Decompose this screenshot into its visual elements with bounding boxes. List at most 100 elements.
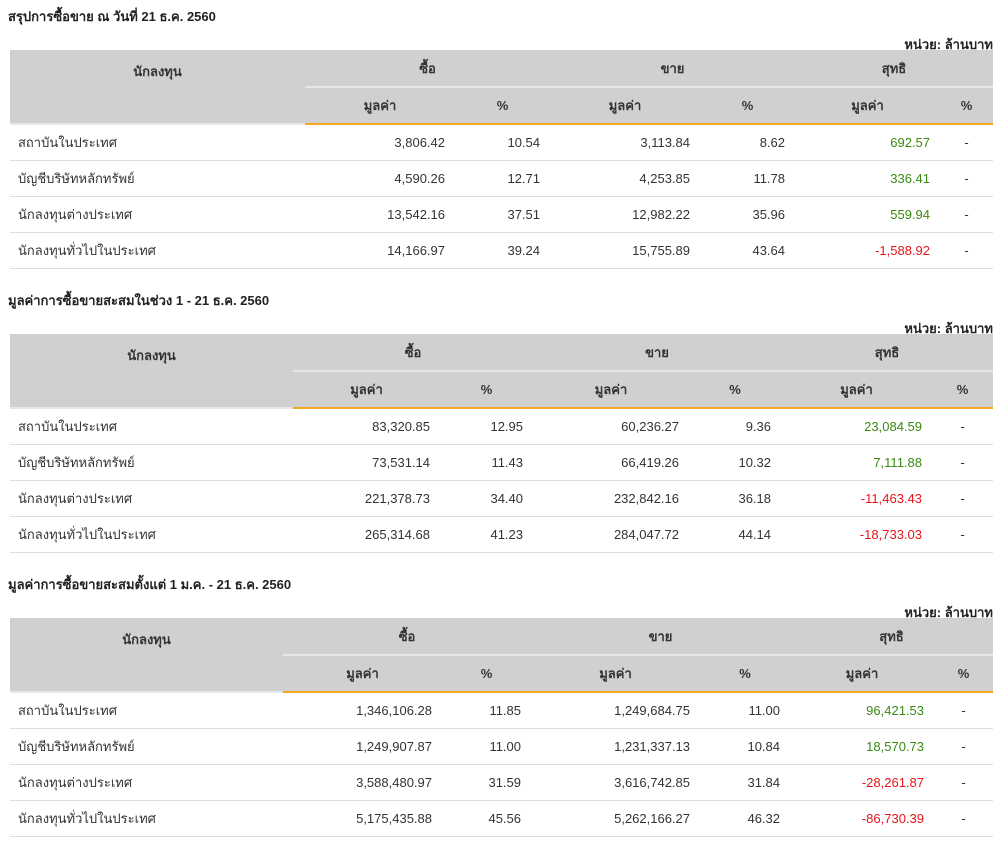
buy-percent: 10.54: [455, 124, 551, 161]
sell-value: 1,231,337.13: [531, 728, 701, 765]
buy-percent: 12.95: [440, 408, 534, 445]
net-percent: -: [934, 764, 994, 801]
value-header: มูลค่า: [293, 371, 440, 409]
header-row: นักลงทุน ซื้อ ขาย สุทธิ: [10, 334, 994, 409]
buy-percent: 39.24: [455, 232, 551, 269]
buy-percent: 37.51: [455, 196, 551, 233]
sell-value: 3,113.84: [550, 124, 701, 161]
sell-percent: 11.78: [700, 160, 796, 197]
value-header: มูลค่า: [781, 371, 933, 409]
investor-name: นักลงทุนต่างประเทศ: [10, 196, 305, 233]
table-row: นักลงทุนทั่วไปในประเทศ 265,314.68 41.23 284…: [10, 516, 994, 553]
value-header: มูลค่า: [795, 87, 941, 125]
sell-header: ขาย: [550, 50, 796, 88]
investor-name: บัญชีบริษัทหลักทรัพย์: [10, 728, 283, 765]
investor-name: นักลงทุนทั่วไปในประเทศ: [10, 232, 305, 269]
buy-percent: 12.71: [455, 160, 551, 197]
value-header: มูลค่า: [790, 655, 935, 693]
unit-label: หน่วย: ล้านบาท: [904, 37, 993, 52]
value-header: มูลค่า: [531, 655, 701, 693]
buy-percent: 11.00: [442, 728, 532, 765]
value-header: มูลค่า: [283, 655, 442, 693]
buy-value: 14,166.97: [305, 232, 455, 269]
net-value: -86,730.39: [790, 800, 935, 837]
investor-name: สถาบันในประเทศ: [10, 124, 305, 161]
investor-name: นักลงทุนทั่วไปในประเทศ: [10, 800, 283, 837]
table-row: บัญชีบริษัทหลักทรัพย์ 4,590.26 12.71 4,253.…: [10, 160, 994, 197]
percent-header: %: [700, 87, 796, 125]
net-header: สุทธิ: [790, 618, 994, 656]
buy-value: 83,320.85: [293, 408, 440, 445]
investor-name: สถาบันในประเทศ: [10, 692, 283, 729]
net-header: สุทธิ: [781, 334, 994, 372]
buy-header: ซื้อ: [305, 50, 551, 88]
subheader-row: มูลค่า% มูลค่า% มูลค่า%: [10, 655, 994, 693]
net-value: -28,261.87: [790, 764, 935, 801]
table-row: นักลงทุนต่างประเทศ 221,378.73 34.40 232,842…: [10, 480, 994, 517]
net-percent: -: [940, 232, 994, 269]
sell-value: 3,616,742.85: [531, 764, 701, 801]
sell-value: 66,419.26: [533, 444, 690, 481]
unit-label: หน่วย: ล้านบาท: [904, 605, 993, 620]
investor-name: สถาบันในประเทศ: [10, 408, 293, 445]
table-row: นักลงทุนทั่วไปในประเทศ 5,175,435.88 45.56 5…: [10, 800, 994, 837]
investor-header: นักลงทุน: [10, 50, 305, 125]
net-percent: -: [932, 408, 994, 445]
table-row: สถาบันในประเทศ 1,346,106.28 11.85 1,249,684…: [10, 692, 994, 729]
percent-header: %: [932, 371, 994, 409]
trading-table: นักลงทุน ซื้อ ขาย สุทธิ มูลค่า% มูลค่า% มูลค่า…: [10, 50, 994, 269]
net-percent: -: [934, 728, 994, 765]
sell-value: 232,842.16: [533, 480, 690, 517]
buy-value: 221,378.73: [293, 480, 440, 517]
investor-name: นักลงทุนทั่วไปในประเทศ: [10, 516, 293, 553]
buy-value: 265,314.68: [293, 516, 440, 553]
investor-name: บัญชีบริษัทหลักทรัพย์: [10, 160, 305, 197]
net-percent: -: [940, 160, 994, 197]
net-percent: -: [940, 124, 994, 161]
sell-header: ขาย: [533, 334, 782, 372]
buy-percent: 45.56: [442, 800, 532, 837]
buy-value: 1,346,106.28: [283, 692, 442, 729]
table-row: สถาบันในประเทศ 83,320.85 12.95 60,236.27 9.3…: [10, 408, 994, 445]
sell-value: 60,236.27: [533, 408, 690, 445]
net-percent: -: [934, 800, 994, 837]
value-header: มูลค่า: [550, 87, 701, 125]
subheader-row: มูลค่า% มูลค่า% มูลค่า%: [10, 371, 994, 409]
buy-percent: 31.59: [442, 764, 532, 801]
sell-percent: 36.18: [689, 480, 782, 517]
investor-header: นักลงทุน: [10, 334, 293, 409]
value-header: มูลค่า: [305, 87, 455, 125]
buy-value: 1,249,907.87: [283, 728, 442, 765]
net-value: 96,421.53: [790, 692, 935, 729]
buy-percent: 11.43: [440, 444, 534, 481]
buy-header: ซื้อ: [293, 334, 534, 372]
unit-label: หน่วย: ล้านบาท: [904, 321, 993, 336]
sell-value: 5,262,166.27: [531, 800, 701, 837]
net-value: 23,084.59: [781, 408, 933, 445]
net-value: 692.57: [795, 124, 941, 161]
buy-value: 3,806.42: [305, 124, 455, 161]
buy-value: 73,531.14: [293, 444, 440, 481]
sell-header: ขาย: [531, 618, 791, 656]
net-percent: -: [932, 444, 994, 481]
buy-value: 3,588,480.97: [283, 764, 442, 801]
net-percent: -: [932, 516, 994, 553]
trading-table: นักลงทุน ซื้อ ขาย สุทธิ มูลค่า% มูลค่า% มูลค่า…: [10, 618, 994, 837]
section-title: มูลค่าการซื้อขายสะสมในช่วง 1 - 21 ธ.ค. 2…: [8, 293, 270, 308]
sell-percent: 43.64: [700, 232, 796, 269]
percent-header: %: [442, 655, 532, 693]
net-percent: -: [934, 692, 994, 729]
sell-percent: 10.32: [689, 444, 782, 481]
percent-header: %: [700, 655, 791, 693]
percent-header: %: [689, 371, 782, 409]
section-title: สรุปการซื้อขาย ณ วันที่ 21 ธ.ค. 2560: [8, 9, 216, 24]
net-percent: -: [932, 480, 994, 517]
investor-name: นักลงทุนต่างประเทศ: [10, 764, 283, 801]
sell-percent: 31.84: [700, 764, 791, 801]
sell-percent: 10.84: [700, 728, 791, 765]
buy-percent: 41.23: [440, 516, 534, 553]
sell-value: 1,249,684.75: [531, 692, 701, 729]
percent-header: %: [440, 371, 534, 409]
percent-header: %: [934, 655, 994, 693]
trading-table: นักลงทุน ซื้อ ขาย สุทธิ มูลค่า% มูลค่า% มูลค่า…: [10, 334, 994, 553]
